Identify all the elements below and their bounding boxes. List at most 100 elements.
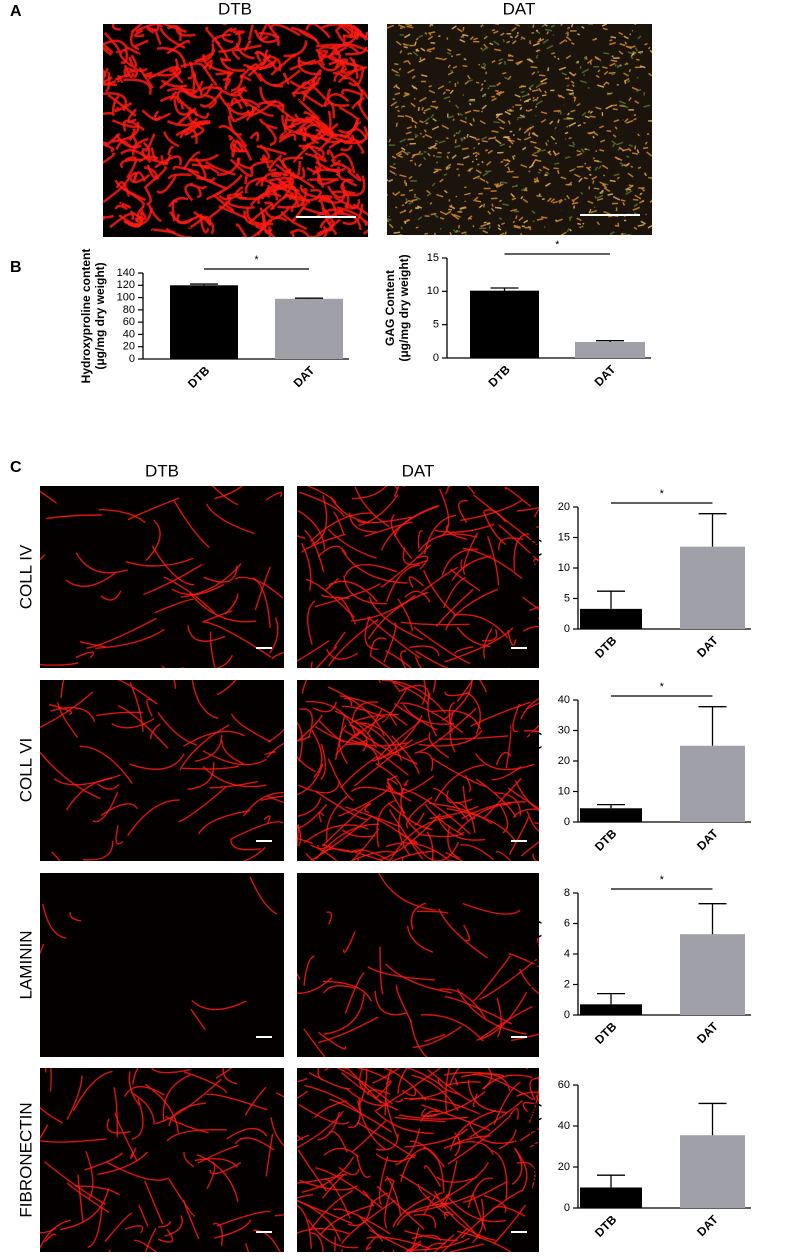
fiber (507, 629, 517, 646)
fiber (522, 198, 529, 203)
fiber (613, 119, 620, 123)
fiber (298, 144, 325, 158)
fiber (429, 24, 432, 28)
fiber (532, 98, 537, 102)
fiber (439, 210, 447, 216)
x-tick-label: DTB (185, 363, 213, 391)
fiber (537, 70, 540, 74)
fiber (154, 598, 195, 614)
fiber (594, 159, 600, 163)
fiber (416, 555, 429, 570)
fiber (495, 851, 512, 861)
fiber (426, 192, 432, 197)
fiber (557, 57, 560, 61)
fiber (402, 703, 455, 725)
fiber (219, 57, 245, 72)
fiber (508, 816, 529, 856)
fiber (166, 87, 196, 93)
fiber (520, 187, 528, 192)
fiber (547, 151, 552, 156)
fiber (561, 72, 568, 76)
fiber (303, 111, 330, 129)
fiber (367, 591, 429, 640)
fiber (374, 990, 408, 1016)
fiber (464, 233, 468, 235)
fiber (105, 132, 121, 147)
fiber (429, 201, 433, 205)
fiber (79, 640, 107, 648)
fiber (474, 154, 478, 158)
fiber (507, 120, 511, 125)
fiber (481, 104, 487, 110)
fiber (264, 187, 279, 201)
fiber (578, 177, 583, 183)
fiber (447, 486, 452, 488)
fiber (423, 117, 430, 123)
fiber (266, 795, 284, 804)
fiber (427, 1069, 471, 1102)
fiber (468, 102, 472, 106)
fiber (476, 991, 528, 1041)
fiber (390, 680, 401, 693)
fiber (518, 216, 524, 222)
fiber (496, 997, 502, 1038)
fiber (258, 118, 278, 130)
fiber (599, 181, 607, 186)
fiber (191, 163, 210, 170)
fiber (124, 1225, 144, 1234)
fiber (297, 1149, 328, 1192)
fiber (398, 807, 411, 856)
bar (170, 285, 238, 359)
fiber (454, 230, 461, 233)
fiber (569, 216, 572, 221)
fiber (587, 148, 591, 152)
fiber (103, 127, 104, 129)
fiber (406, 796, 433, 829)
fiber (447, 48, 452, 52)
fiber (400, 226, 403, 230)
fiber (179, 724, 230, 771)
fiber (402, 547, 427, 566)
fiber (571, 199, 575, 203)
fiber (626, 119, 634, 124)
fiber (516, 60, 524, 66)
fiber (111, 718, 155, 729)
fiber (269, 617, 279, 654)
fiber (536, 937, 539, 946)
fiber (154, 155, 182, 169)
fiber (400, 621, 470, 626)
fiber (565, 40, 568, 43)
fiber (432, 680, 437, 693)
fiber (632, 198, 639, 201)
fiber (248, 202, 273, 225)
fiber (301, 533, 346, 553)
fiber (364, 521, 413, 538)
fiber (414, 656, 423, 668)
fiber (178, 785, 227, 823)
fiber (483, 35, 488, 40)
fiber (404, 200, 408, 205)
fiber (493, 1204, 527, 1245)
fiber (523, 729, 539, 733)
fiber (103, 68, 107, 78)
fiber (218, 190, 244, 201)
fiber (153, 28, 162, 45)
fiber (450, 69, 453, 72)
fiber (475, 200, 482, 203)
fiber (447, 115, 454, 119)
fiber (317, 1068, 324, 1081)
fiber (451, 154, 457, 160)
fiber (564, 155, 571, 159)
fiber (412, 1025, 462, 1049)
fiber (233, 44, 262, 52)
fiber (350, 850, 396, 861)
fiber (509, 108, 512, 112)
fiber (333, 1208, 391, 1235)
fiber (120, 44, 128, 64)
fiber (480, 223, 487, 228)
fiber (623, 35, 629, 40)
fiber (648, 176, 652, 179)
fiber (617, 222, 620, 227)
fiber (261, 213, 273, 234)
fiber (447, 71, 454, 76)
